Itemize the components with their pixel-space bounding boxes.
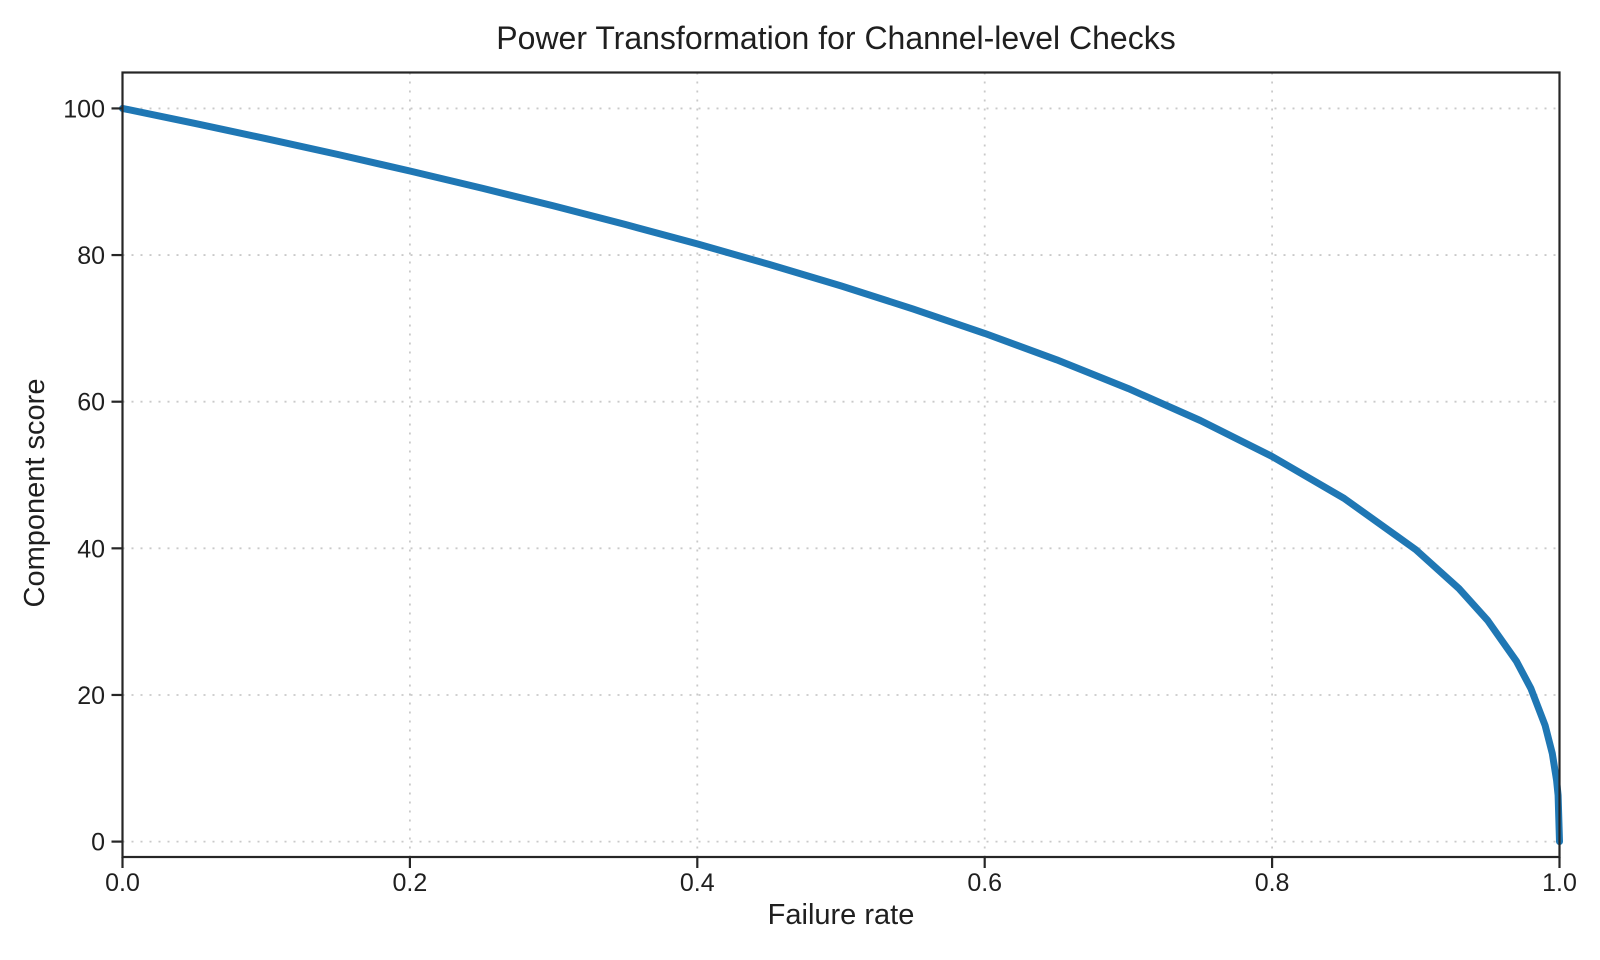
y-tick-label: 80: [77, 242, 105, 270]
y-tick-label: 100: [63, 95, 105, 123]
tick-marks: [111, 107, 1561, 868]
tick-labels: 0.0 0.2 0.4 0.6 0.8 1.0 0 20 40 60 80 100: [63, 95, 1577, 897]
y-tick-label: 40: [77, 535, 105, 563]
gridlines: [121, 72, 1561, 857]
x-tick-label: 0.6: [967, 869, 1002, 897]
x-tick-label: 1.0: [1542, 869, 1577, 897]
x-tick-label: 0.2: [393, 869, 428, 897]
y-axis-label: Component score: [19, 379, 51, 608]
x-tick-label: 0.8: [1255, 869, 1290, 897]
y-tick-label: 20: [77, 682, 105, 710]
chart-title: Power Transformation for Channel-level C…: [496, 20, 1175, 56]
axes-spines: [121, 71, 1561, 859]
curve-component-score-vs-failure-rate: [119, 104, 1563, 846]
x-tick-label: 0.4: [680, 869, 715, 897]
y-tick-label: 60: [77, 389, 105, 417]
x-axis-label: Failure rate: [768, 899, 915, 931]
y-tick-label: 0: [91, 829, 105, 857]
x-tick-label: 0.0: [105, 869, 140, 897]
